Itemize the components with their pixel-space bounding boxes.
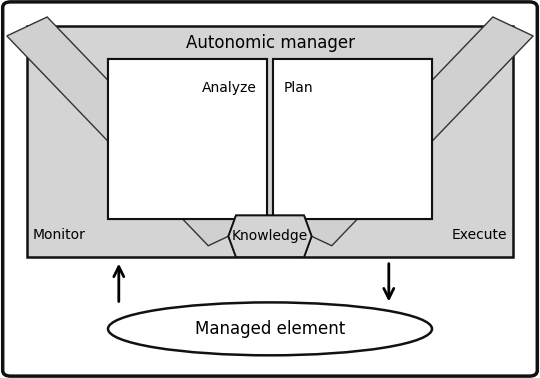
- Text: Plan: Plan: [284, 81, 313, 95]
- Bar: [273, 59, 432, 219]
- Polygon shape: [292, 17, 533, 246]
- Polygon shape: [228, 215, 312, 257]
- Bar: [27, 26, 513, 257]
- Text: Analyze: Analyze: [201, 81, 256, 95]
- Ellipse shape: [108, 302, 432, 355]
- Bar: [108, 59, 267, 219]
- FancyBboxPatch shape: [3, 2, 537, 376]
- Polygon shape: [7, 17, 248, 246]
- Text: Autonomic manager: Autonomic manager: [186, 34, 354, 53]
- Text: Managed element: Managed element: [195, 320, 345, 338]
- Polygon shape: [228, 215, 312, 257]
- Text: Monitor: Monitor: [32, 228, 85, 242]
- Bar: [273, 59, 432, 219]
- Text: Knowledge: Knowledge: [232, 229, 308, 243]
- Bar: [108, 59, 267, 219]
- Text: Execute: Execute: [452, 228, 508, 242]
